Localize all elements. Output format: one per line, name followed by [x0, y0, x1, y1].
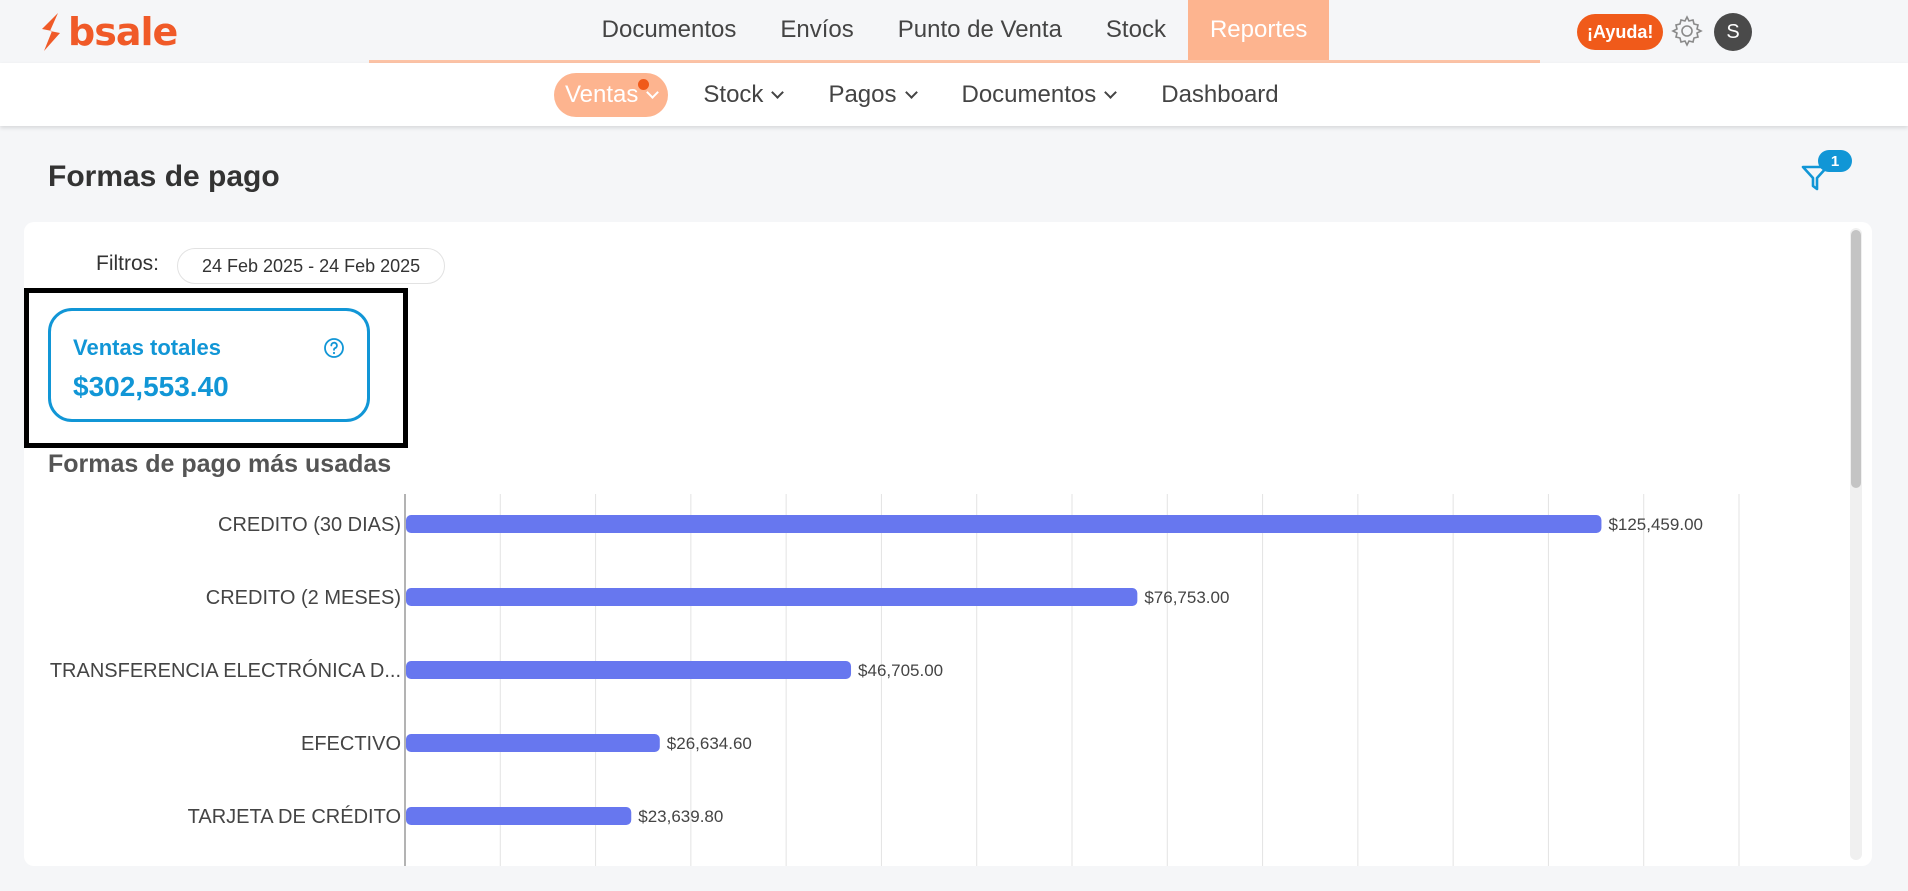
date-range-filter[interactable]: 24 Feb 2025 - 24 Feb 2025 [177, 248, 446, 284]
bsale-logo-icon [42, 13, 60, 51]
selection-highlight [24, 288, 408, 448]
bar[interactable] [406, 515, 1602, 533]
top-bar: bsale Documentos Envíos Punto de Venta S… [0, 0, 1908, 63]
data-label: $125,459.00 [1608, 515, 1703, 534]
category-label: CREDITO (30 DIAS) [218, 514, 401, 536]
main-nav-label: Documentos [601, 16, 737, 43]
data-label: $76,753.00 [1144, 588, 1229, 607]
brand-logo[interactable]: bsale [38, 10, 178, 54]
main-nav: Documentos Envíos Punto de Venta Stock R… [369, 0, 1540, 63]
chevron-down-icon [646, 85, 660, 99]
filter-count-badge: 1 [1818, 150, 1852, 172]
data-label: $46,705.00 [858, 661, 943, 680]
gear-icon[interactable] [1670, 14, 1704, 48]
main-nav-label: Envíos [780, 16, 854, 43]
section-title: Formas de pago más usadas [48, 450, 392, 478]
main-nav-punto-de-venta[interactable]: Punto de Venta [876, 0, 1084, 60]
chevron-down-icon [1104, 85, 1118, 99]
bar[interactable] [406, 734, 660, 752]
question-icon[interactable] [323, 337, 345, 359]
kpi-label: Ventas totales [73, 335, 221, 360]
main-nav-label: Punto de Venta [897, 16, 1062, 43]
scrollbar-thumb[interactable] [1851, 230, 1861, 488]
sub-nav-ventas[interactable]: Ventas [554, 73, 669, 117]
sub-nav-documentos[interactable]: Documentos [951, 73, 1127, 117]
sub-nav-label: Ventas [565, 81, 639, 108]
sub-nav-label: Documentos [961, 81, 1097, 108]
help-button[interactable]: ¡Ayuda! [1577, 14, 1664, 50]
sub-nav-label: Pagos [828, 81, 897, 108]
page-title: Formas de pago [48, 160, 280, 193]
bar[interactable] [406, 807, 632, 825]
sub-nav-label: Dashboard [1161, 81, 1279, 108]
sub-nav-pagos[interactable]: Pagos [817, 73, 926, 117]
brand-name: bsale [68, 10, 178, 54]
main-nav-reportes[interactable]: Reportes [1187, 0, 1330, 60]
sub-nav-stock[interactable]: Stock [692, 73, 793, 117]
bar[interactable] [406, 588, 1138, 606]
report-card: Filtros: 24 Feb 2025 - 24 Feb 2025 Venta… [24, 222, 1872, 866]
sub-nav-label: Stock [703, 81, 764, 108]
avatar[interactable]: S [1714, 13, 1752, 51]
filters-label: Filtros: [96, 252, 159, 275]
main-nav-label: Reportes [1209, 16, 1308, 43]
sub-nav: Ventas Stock Pagos Documentos Dashboard [0, 63, 1908, 126]
category-label: EFECTIVO [301, 733, 401, 755]
kpi-value: $302,553.40 [73, 371, 229, 402]
main-nav-envios[interactable]: Envíos [758, 0, 875, 60]
data-label: $23,639.80 [638, 807, 723, 826]
data-label: $26,634.60 [667, 734, 752, 753]
kpi-card-ventas-totales: Ventas totales $302,553.40 [48, 308, 370, 422]
bar[interactable] [406, 661, 852, 679]
payment-methods-bar-chart: CREDITO (30 DIAS) $125,459.00 CREDITO (2 M… [50, 494, 1740, 866]
category-label: CREDITO (2 MESES) [206, 587, 401, 609]
main-nav-label: Stock [1105, 16, 1166, 43]
category-label: TARJETA DE CRÉDITO [188, 805, 401, 828]
notification-dot [638, 79, 649, 90]
main-nav-stock[interactable]: Stock [1084, 0, 1188, 60]
main-nav-documentos[interactable]: Documentos [580, 0, 759, 60]
chevron-down-icon [904, 85, 918, 99]
chevron-down-icon [771, 85, 785, 99]
sub-nav-dashboard[interactable]: Dashboard [1150, 73, 1289, 117]
category-label: TRANSFERENCIA ELECTRÓNICA D... [50, 659, 401, 682]
